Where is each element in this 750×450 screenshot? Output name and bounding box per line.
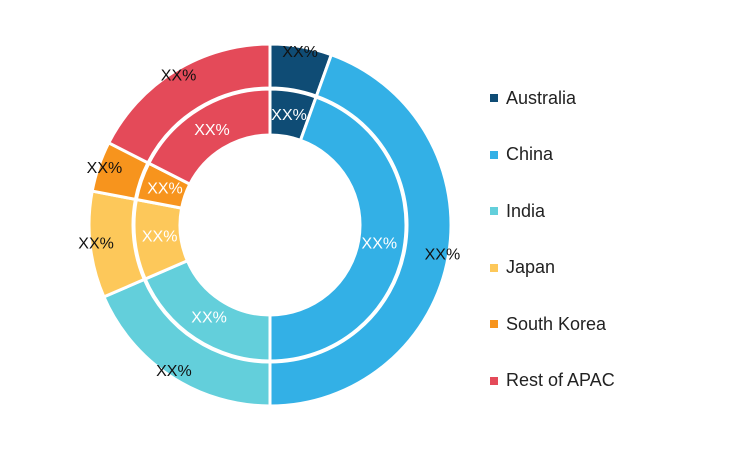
legend-label: Rest of APAC [506, 370, 615, 391]
legend-swatch [490, 207, 498, 216]
legend-label: Australia [506, 87, 577, 108]
legend-swatch [490, 150, 498, 159]
inner-label-south-korea: XX% [147, 181, 183, 198]
legend-label: India [506, 200, 546, 221]
inner-label-india: XX% [191, 309, 227, 326]
legend-swatch [490, 376, 498, 385]
legend-item-india: India [490, 183, 740, 240]
legend-swatch [490, 263, 498, 272]
legend-label: Japan [506, 257, 556, 278]
legend-swatch [490, 320, 498, 329]
legend-swatch [490, 94, 498, 103]
outer-label-south-korea: XX% [87, 160, 123, 177]
legend-item-china: China [490, 127, 740, 184]
legend-item-south-korea: South Korea [490, 296, 740, 353]
inner-label-australia: XX% [271, 107, 307, 124]
inner-label-japan: XX% [142, 229, 178, 246]
outer-label-rest-of-apac: XX% [161, 67, 197, 84]
inner-slice-china [268, 95, 408, 363]
outer-label-japan: XX% [78, 236, 114, 253]
inner-slice-rest-of-apac [146, 87, 272, 187]
outer-label-australia: XX% [282, 44, 318, 61]
legend-item-australia: Australia [490, 70, 740, 127]
donut-svg: XX% XX% XX% XX% XX% XX% XX% XX% XX% XX% XX% XX% [78, 42, 461, 408]
legend-label: China [506, 144, 554, 165]
inner-label-china: XX% [362, 236, 398, 253]
legend-label: South Korea [506, 313, 607, 334]
legend: Australia China India Japan South Korea Rest … [490, 70, 740, 409]
outer-label-china: XX% [425, 247, 461, 264]
outer-label-india: XX% [156, 363, 192, 380]
inner-label-rest-of-apac: XX% [194, 122, 230, 139]
legend-item-rest-of-apac: Rest of APAC [490, 353, 740, 410]
legend-item-japan: Japan [490, 240, 740, 297]
